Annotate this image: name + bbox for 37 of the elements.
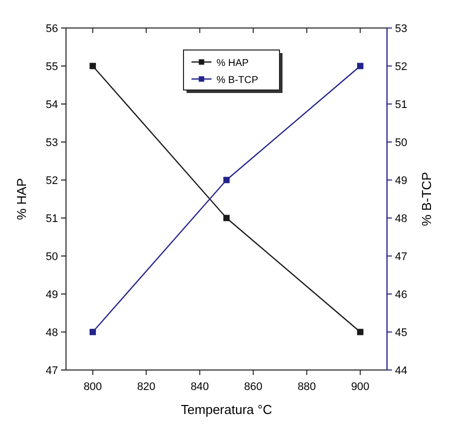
y2-tick-label: 50 — [395, 137, 408, 149]
y-tick-label: 51 — [46, 213, 58, 225]
x-tick-label: 840 — [190, 381, 209, 393]
point — [90, 328, 96, 336]
y2-tick-label: 46 — [395, 289, 408, 301]
y2-axis-title: % B-TCP — [419, 172, 434, 226]
y-tick-label: 48 — [46, 327, 58, 339]
y-tick-label: 55 — [46, 61, 58, 73]
legend-label: % B-TCP — [216, 75, 258, 86]
y-tick-label: 53 — [46, 137, 58, 149]
y2-tick-label: 48 — [395, 213, 408, 225]
y-tick-label: 56 — [46, 23, 58, 35]
y-tick-label: 52 — [46, 175, 58, 187]
y2-tick-label: 52 — [395, 61, 408, 73]
x-tick-label: 900 — [351, 381, 370, 393]
y2-tick-label: 49 — [395, 175, 408, 187]
x-tick-label: 860 — [244, 381, 262, 393]
y-tick-label: 50 — [46, 251, 58, 263]
point — [357, 328, 364, 336]
y-axis-title: % HAP — [14, 178, 29, 220]
y2-tick-label: 47 — [395, 251, 408, 263]
point — [90, 62, 96, 70]
y-tick-label: 47 — [46, 365, 58, 377]
y2-tick-label: 53 — [395, 23, 408, 35]
point — [223, 214, 230, 222]
y2-tick-label: 51 — [395, 99, 408, 111]
y-tick-label: 54 — [46, 99, 58, 111]
y-tick-label: 49 — [46, 289, 58, 301]
x-axis-title: Temperatura °C — [180, 402, 272, 417]
x-tick-label: 800 — [84, 381, 102, 393]
point — [223, 176, 230, 184]
legend-label: % HAP — [216, 58, 250, 69]
x-tick-label: 880 — [298, 381, 316, 393]
y2-tick-label: 45 — [395, 327, 408, 339]
point — [357, 62, 364, 70]
x-tick-label: 820 — [137, 381, 156, 393]
y2-tick-label: 44 — [395, 365, 408, 377]
